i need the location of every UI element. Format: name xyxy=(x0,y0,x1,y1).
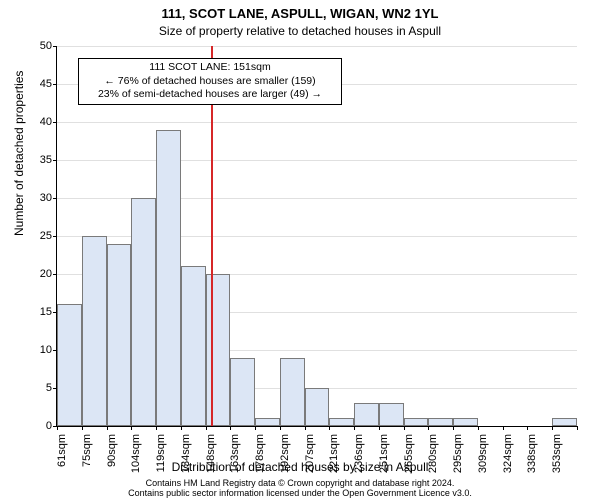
y-tick-label: 25 xyxy=(12,230,52,242)
x-tick-label: 221sqm xyxy=(328,434,340,484)
x-tick-mark xyxy=(57,426,58,430)
footer: Contains HM Land Registry data © Crown c… xyxy=(0,478,600,499)
x-tick-mark xyxy=(404,426,405,430)
y-tick-label: 0 xyxy=(12,420,52,432)
y-tick-label: 30 xyxy=(12,192,52,204)
x-tick-mark xyxy=(354,426,355,430)
footer-line2: Contains public sector information licen… xyxy=(0,488,600,498)
histogram-bar xyxy=(82,236,107,426)
x-tick-mark xyxy=(181,426,182,430)
y-tick-mark xyxy=(53,236,57,237)
x-tick-label: 61sqm xyxy=(56,434,68,484)
y-tick-mark xyxy=(53,274,57,275)
x-tick-label: 134sqm xyxy=(180,434,192,484)
annotation-line3: 23% of semi-detached houses are larger (… xyxy=(85,88,335,102)
histogram-bar xyxy=(131,198,156,426)
y-tick-label: 35 xyxy=(12,154,52,166)
x-tick-mark xyxy=(552,426,553,430)
x-tick-label: 192sqm xyxy=(279,434,291,484)
chart-subtitle: Size of property relative to detached ho… xyxy=(0,24,600,38)
chart-title: 111, SCOT LANE, ASPULL, WIGAN, WN2 1YL xyxy=(0,6,600,21)
x-tick-mark xyxy=(255,426,256,430)
y-tick-mark xyxy=(53,84,57,85)
histogram-bar xyxy=(379,403,404,426)
y-tick-mark xyxy=(53,46,57,47)
x-tick-label: 163sqm xyxy=(229,434,241,484)
y-tick-mark xyxy=(53,122,57,123)
annotation-box: 111 SCOT LANE: 151sqm ← 76% of detached … xyxy=(78,58,342,105)
histogram-bar xyxy=(329,418,354,426)
x-tick-mark xyxy=(503,426,504,430)
x-tick-label: 353sqm xyxy=(551,434,563,484)
footer-line1: Contains HM Land Registry data © Crown c… xyxy=(0,478,600,488)
y-tick-label: 10 xyxy=(12,344,52,356)
y-tick-mark xyxy=(53,198,57,199)
annotation-line2: ← 76% of detached houses are smaller (15… xyxy=(85,75,335,89)
histogram-bar xyxy=(428,418,453,426)
histogram-bar xyxy=(230,358,255,426)
histogram-bar xyxy=(404,418,429,426)
x-tick-mark xyxy=(577,426,578,430)
histogram-bar xyxy=(552,418,577,426)
y-tick-mark xyxy=(53,312,57,313)
x-tick-label: 280sqm xyxy=(427,434,439,484)
x-tick-mark xyxy=(428,426,429,430)
x-tick-mark xyxy=(527,426,528,430)
y-tick-label: 20 xyxy=(12,268,52,280)
x-tick-label: 178sqm xyxy=(254,434,266,484)
x-tick-mark xyxy=(156,426,157,430)
y-tick-label: 50 xyxy=(12,40,52,52)
histogram-bar xyxy=(181,266,206,426)
x-tick-label: 295sqm xyxy=(452,434,464,484)
histogram-bar xyxy=(107,244,132,426)
x-tick-label: 207sqm xyxy=(304,434,316,484)
x-tick-label: 251sqm xyxy=(378,434,390,484)
x-tick-mark xyxy=(453,426,454,430)
x-tick-label: 265sqm xyxy=(403,434,415,484)
x-tick-mark xyxy=(379,426,380,430)
y-tick-mark xyxy=(53,160,57,161)
x-tick-label: 148sqm xyxy=(205,434,217,484)
histogram-bar xyxy=(453,418,478,426)
histogram-bar xyxy=(354,403,379,426)
histogram-bar xyxy=(305,388,330,426)
histogram-bar xyxy=(255,418,280,426)
x-tick-mark xyxy=(82,426,83,430)
y-tick-mark xyxy=(53,388,57,389)
x-tick-mark xyxy=(280,426,281,430)
x-tick-label: 90sqm xyxy=(106,434,118,484)
x-tick-label: 104sqm xyxy=(130,434,142,484)
x-tick-mark xyxy=(230,426,231,430)
y-tick-label: 5 xyxy=(12,382,52,394)
x-tick-mark xyxy=(305,426,306,430)
y-tick-label: 40 xyxy=(12,116,52,128)
histogram-bar xyxy=(280,358,305,426)
x-tick-label: 119sqm xyxy=(155,434,167,484)
x-tick-label: 75sqm xyxy=(81,434,93,484)
chart-container: 111, SCOT LANE, ASPULL, WIGAN, WN2 1YL S… xyxy=(0,0,600,500)
histogram-bar xyxy=(57,304,82,426)
y-tick-mark xyxy=(53,350,57,351)
x-tick-mark xyxy=(131,426,132,430)
annotation-line1: 111 SCOT LANE: 151sqm xyxy=(85,61,335,75)
x-tick-mark xyxy=(107,426,108,430)
x-tick-mark xyxy=(329,426,330,430)
y-tick-label: 15 xyxy=(12,306,52,318)
y-tick-label: 45 xyxy=(12,78,52,90)
x-tick-label: 236sqm xyxy=(353,434,365,484)
x-tick-mark xyxy=(206,426,207,430)
histogram-bar xyxy=(206,274,231,426)
histogram-bar xyxy=(156,130,181,426)
x-tick-label: 324sqm xyxy=(502,434,514,484)
x-tick-label: 338sqm xyxy=(526,434,538,484)
x-tick-mark xyxy=(478,426,479,430)
x-tick-label: 309sqm xyxy=(477,434,489,484)
x-axis-label: Distribution of detached houses by size … xyxy=(0,460,600,474)
